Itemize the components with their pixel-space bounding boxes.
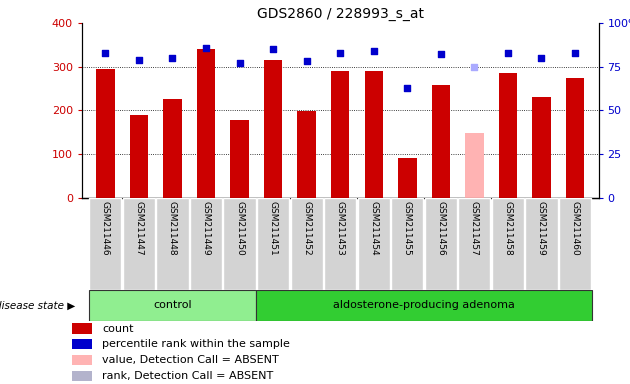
Text: percentile rank within the sample: percentile rank within the sample bbox=[103, 339, 290, 349]
Bar bbox=[163, 99, 181, 198]
Bar bbox=[224, 198, 256, 290]
Bar bbox=[190, 198, 222, 290]
Point bbox=[469, 64, 479, 70]
Text: GSM211448: GSM211448 bbox=[168, 200, 177, 255]
Text: aldosterone-producing adenoma: aldosterone-producing adenoma bbox=[333, 300, 515, 310]
Bar bbox=[72, 339, 91, 349]
Text: GSM211455: GSM211455 bbox=[403, 200, 412, 255]
Bar bbox=[256, 290, 592, 321]
Text: GSM211457: GSM211457 bbox=[470, 200, 479, 255]
Point bbox=[100, 50, 110, 56]
Text: GSM211459: GSM211459 bbox=[537, 200, 546, 255]
Bar bbox=[365, 71, 383, 198]
Text: GSM211458: GSM211458 bbox=[503, 200, 512, 255]
Bar bbox=[465, 133, 484, 198]
Bar bbox=[72, 371, 91, 381]
Text: GSM211453: GSM211453 bbox=[336, 200, 345, 255]
Point bbox=[201, 45, 211, 51]
Text: GSM211449: GSM211449 bbox=[202, 200, 210, 255]
Bar bbox=[89, 290, 256, 321]
Text: GSM211456: GSM211456 bbox=[437, 200, 445, 255]
Text: GSM211446: GSM211446 bbox=[101, 200, 110, 255]
Point bbox=[335, 50, 345, 56]
Bar bbox=[324, 198, 357, 290]
Point bbox=[302, 58, 312, 65]
Text: value, Detection Call = ABSENT: value, Detection Call = ABSENT bbox=[103, 355, 279, 365]
Bar bbox=[89, 198, 122, 290]
Bar bbox=[492, 198, 524, 290]
Text: GSM211452: GSM211452 bbox=[302, 200, 311, 255]
Point bbox=[234, 60, 244, 66]
Bar bbox=[358, 198, 390, 290]
Bar bbox=[264, 60, 282, 198]
Bar bbox=[432, 85, 450, 198]
Bar bbox=[156, 198, 188, 290]
Text: count: count bbox=[103, 324, 134, 334]
Bar bbox=[297, 111, 316, 198]
Bar bbox=[525, 198, 558, 290]
Point bbox=[268, 46, 278, 52]
Text: disease state ▶: disease state ▶ bbox=[0, 300, 76, 310]
Point bbox=[134, 57, 144, 63]
Text: GSM211451: GSM211451 bbox=[268, 200, 278, 255]
Point bbox=[369, 48, 379, 54]
Bar bbox=[257, 198, 289, 290]
Bar bbox=[123, 198, 155, 290]
Bar bbox=[231, 120, 249, 198]
Text: control: control bbox=[153, 300, 192, 310]
Bar bbox=[72, 323, 91, 334]
Bar bbox=[197, 49, 215, 198]
Point bbox=[402, 84, 412, 91]
Bar bbox=[72, 355, 91, 365]
Bar bbox=[532, 97, 551, 198]
Bar bbox=[499, 73, 517, 198]
Point bbox=[503, 50, 513, 56]
Text: GSM211450: GSM211450 bbox=[235, 200, 244, 255]
Text: rank, Detection Call = ABSENT: rank, Detection Call = ABSENT bbox=[103, 371, 273, 381]
Text: GSM211447: GSM211447 bbox=[134, 200, 144, 255]
Text: GSM211454: GSM211454 bbox=[369, 200, 378, 255]
Bar bbox=[566, 78, 584, 198]
Title: GDS2860 / 228993_s_at: GDS2860 / 228993_s_at bbox=[256, 7, 424, 21]
Point bbox=[536, 55, 546, 61]
Bar bbox=[398, 159, 416, 198]
Bar bbox=[458, 198, 491, 290]
Bar bbox=[425, 198, 457, 290]
Bar bbox=[130, 115, 148, 198]
Text: GSM211460: GSM211460 bbox=[571, 200, 580, 255]
Point bbox=[168, 55, 178, 61]
Bar bbox=[290, 198, 323, 290]
Bar bbox=[559, 198, 591, 290]
Bar bbox=[331, 71, 350, 198]
Bar bbox=[391, 198, 423, 290]
Bar bbox=[96, 69, 115, 198]
Point bbox=[436, 51, 446, 58]
Point bbox=[570, 50, 580, 56]
